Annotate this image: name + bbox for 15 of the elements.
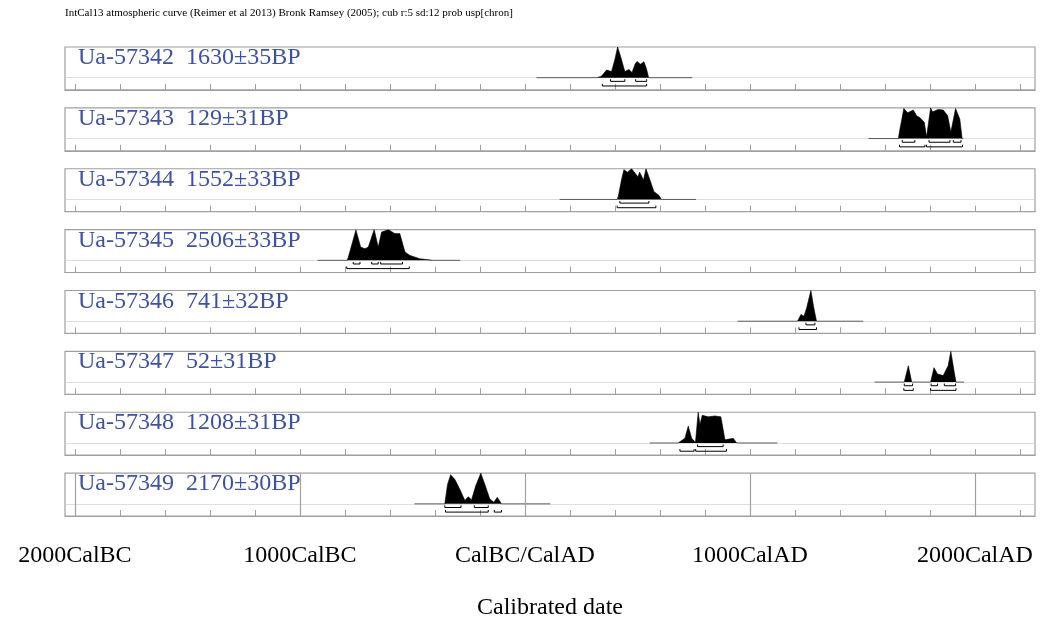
chart-title: Ua-57346 741±32BP (78, 286, 289, 313)
chart-title: Ua-57349 2170±30BP (78, 469, 301, 496)
x-axis-title: Calibrated date (477, 593, 623, 619)
chart-title: Ua-57342 1630±35BP (78, 43, 301, 69)
chart-title: Ua-57347 52±31BP (78, 347, 277, 374)
chart-title: Ua-57344 1552±33BP (78, 164, 301, 191)
text: IntCal13 atmospheric curve (Reimer et al 2013) Bronk Ramsey (2005); cub r:5 sd:12 prob usp[chron] (65, 5, 513, 19)
chart-title: Ua-57345 2506±33BP (78, 225, 301, 252)
x-tick-label: 1000CalBC (243, 541, 357, 567)
x-tick-label: CalBC/CalAD (454, 541, 595, 567)
chart-title: Ua-57343 129±31BP (78, 103, 289, 130)
x-tick-label: 1000CalAD (691, 541, 808, 567)
x-tick-label: 2000CalAD (916, 541, 1033, 567)
x-tick-label: 2000CalBC (18, 541, 132, 567)
chart-title: Ua-57348 1208±31BP (78, 408, 301, 435)
